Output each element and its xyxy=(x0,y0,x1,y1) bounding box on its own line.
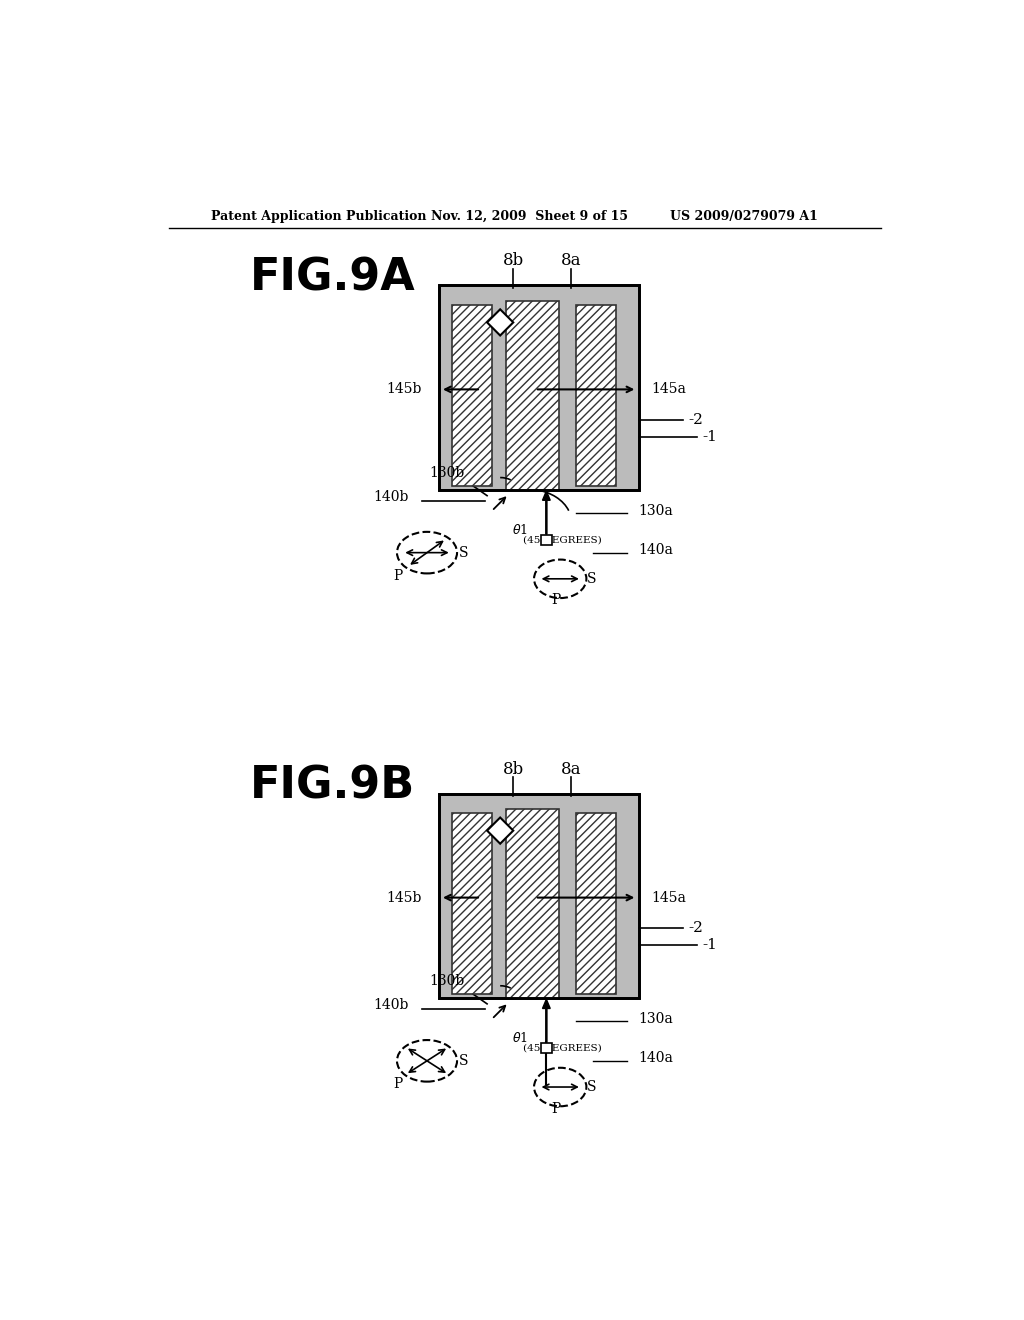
Bar xyxy=(453,305,493,486)
FancyArrow shape xyxy=(543,999,550,1043)
Text: Patent Application Publication: Patent Application Publication xyxy=(211,210,427,223)
Text: P: P xyxy=(552,1102,561,1115)
Text: Nov. 12, 2009  Sheet 9 of 15: Nov. 12, 2009 Sheet 9 of 15 xyxy=(431,210,628,223)
Text: 140b: 140b xyxy=(373,998,409,1012)
Text: 130b: 130b xyxy=(429,466,465,479)
Text: P: P xyxy=(552,594,561,607)
Bar xyxy=(575,305,615,486)
Text: 8b: 8b xyxy=(503,252,524,269)
Bar xyxy=(506,809,559,998)
Bar xyxy=(506,301,559,490)
Bar xyxy=(438,793,639,998)
Text: 140b: 140b xyxy=(373,490,409,504)
Text: P: P xyxy=(393,569,402,582)
Text: S: S xyxy=(460,1053,469,1068)
Text: -1: -1 xyxy=(701,430,717,444)
Text: US 2009/0279079 A1: US 2009/0279079 A1 xyxy=(670,210,817,223)
Text: S: S xyxy=(587,1080,597,1094)
Polygon shape xyxy=(487,309,513,335)
Text: -2: -2 xyxy=(689,921,703,936)
Text: P: P xyxy=(393,1077,402,1090)
Text: S: S xyxy=(460,545,469,560)
Text: 140a: 140a xyxy=(639,1051,674,1065)
Text: FIG.9A: FIG.9A xyxy=(250,256,416,300)
Bar xyxy=(438,285,639,490)
Text: 145b: 145b xyxy=(386,383,422,396)
Text: (45 DEGREES): (45 DEGREES) xyxy=(523,1043,602,1052)
Text: 130a: 130a xyxy=(639,504,674,517)
Text: 140a: 140a xyxy=(639,543,674,557)
Text: 8a: 8a xyxy=(561,760,582,777)
Bar xyxy=(438,793,639,998)
Bar xyxy=(575,813,615,994)
Text: 8b: 8b xyxy=(503,760,524,777)
Text: -1: -1 xyxy=(701,939,717,952)
FancyArrow shape xyxy=(543,491,550,535)
Text: S: S xyxy=(587,572,597,586)
Bar xyxy=(438,285,639,490)
Bar xyxy=(453,813,493,994)
Text: 130a: 130a xyxy=(639,1012,674,1026)
Text: $\theta$1: $\theta$1 xyxy=(512,523,527,536)
Text: $\theta$1: $\theta$1 xyxy=(512,1031,527,1044)
Polygon shape xyxy=(487,817,513,843)
Text: 8a: 8a xyxy=(561,252,582,269)
Bar xyxy=(541,1043,552,1053)
Text: FIG.9B: FIG.9B xyxy=(250,764,415,808)
Text: 130b: 130b xyxy=(429,974,465,987)
Bar xyxy=(541,535,552,545)
Text: 145b: 145b xyxy=(386,891,422,904)
Text: (45 DEGREES): (45 DEGREES) xyxy=(523,535,602,544)
Text: 145a: 145a xyxy=(651,383,686,396)
Text: -2: -2 xyxy=(689,413,703,428)
Text: 145a: 145a xyxy=(651,891,686,904)
